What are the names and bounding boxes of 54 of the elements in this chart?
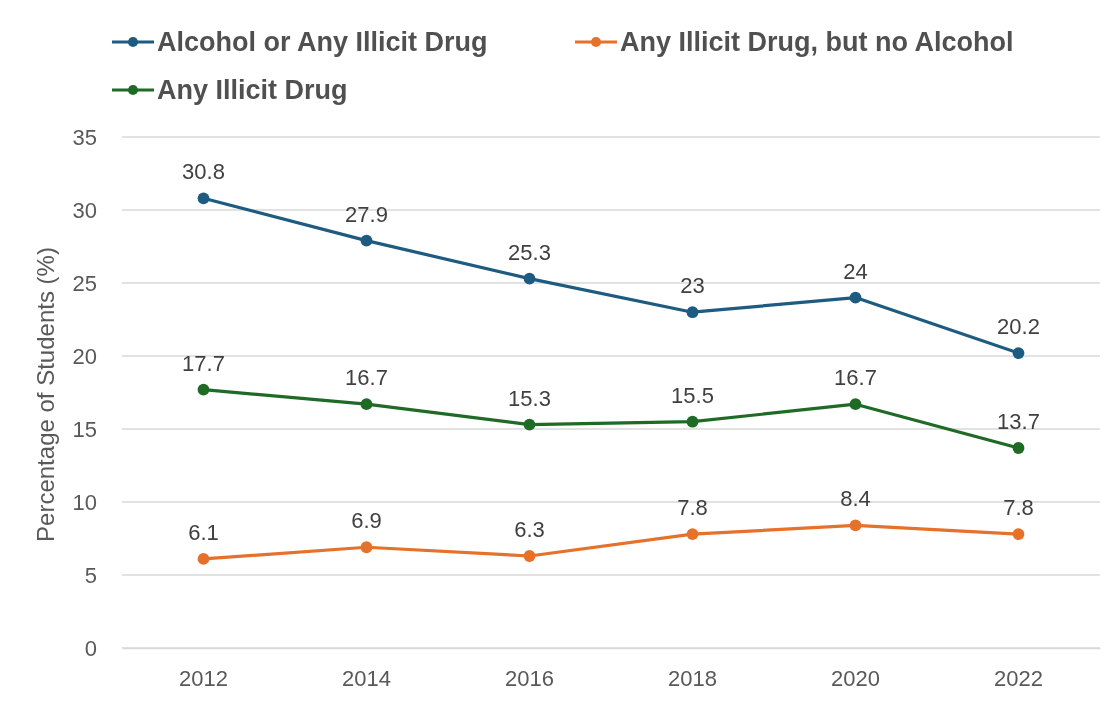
data-label: 15.3 <box>508 385 551 411</box>
legend-label: Any Illicit Drug, but no Alcohol <box>620 27 1014 58</box>
data-label: 7.8 <box>677 495 708 521</box>
point <box>849 398 862 411</box>
data-label: 17.7 <box>182 350 225 376</box>
x-tick-label: 2018 <box>668 665 717 691</box>
point <box>360 541 373 554</box>
legend-label: Alcohol or Any Illicit Drug <box>157 27 488 58</box>
point <box>849 291 862 304</box>
point <box>360 234 373 247</box>
point <box>360 398 373 411</box>
y-tick-label: 10 <box>72 489 97 515</box>
point <box>1012 347 1025 359</box>
data-label: 6.1 <box>188 519 219 545</box>
data-label: 27.9 <box>345 201 388 227</box>
point <box>523 418 536 431</box>
point <box>197 553 210 565</box>
data-label: 25.3 <box>508 239 551 265</box>
x-tick-label: 2016 <box>505 665 554 691</box>
point <box>686 528 699 541</box>
y-tick-label: 5 <box>84 562 97 588</box>
legend-label: Any Illicit Drug <box>157 75 348 106</box>
x-tick-label: 2022 <box>994 665 1043 691</box>
x-tick-label: 2020 <box>831 665 880 691</box>
y-tick-label: 0 <box>84 635 97 661</box>
data-label: 6.3 <box>514 517 545 543</box>
x-tick-label: 2012 <box>179 665 228 691</box>
point <box>686 306 699 319</box>
data-label: 7.8 <box>1003 495 1034 521</box>
data-label: 30.8 <box>182 159 225 185</box>
point <box>1012 528 1025 541</box>
point <box>849 519 862 532</box>
y-tick-label: 35 <box>72 124 97 150</box>
data-label: 16.7 <box>345 365 388 391</box>
y-axis-title: Percentage of Students (%) <box>32 247 60 542</box>
data-label: 23 <box>680 273 705 299</box>
y-tick-label: 20 <box>72 343 97 369</box>
data-label: 8.4 <box>840 486 871 512</box>
data-label: 15.5 <box>671 382 714 408</box>
y-tick-label: 30 <box>72 197 97 223</box>
data-label: 16.7 <box>834 365 877 391</box>
point <box>686 415 699 428</box>
point <box>197 383 210 396</box>
data-label: 24 <box>843 258 868 284</box>
data-label: 13.7 <box>997 408 1040 434</box>
x-tick-label: 2014 <box>342 665 391 691</box>
data-label: 6.9 <box>351 508 382 534</box>
point <box>197 192 210 205</box>
point <box>523 272 536 285</box>
y-tick-label: 15 <box>72 416 97 442</box>
point <box>523 550 536 562</box>
y-tick-label: 25 <box>72 270 97 296</box>
data-label: 20.2 <box>997 314 1040 340</box>
point <box>1012 442 1025 454</box>
